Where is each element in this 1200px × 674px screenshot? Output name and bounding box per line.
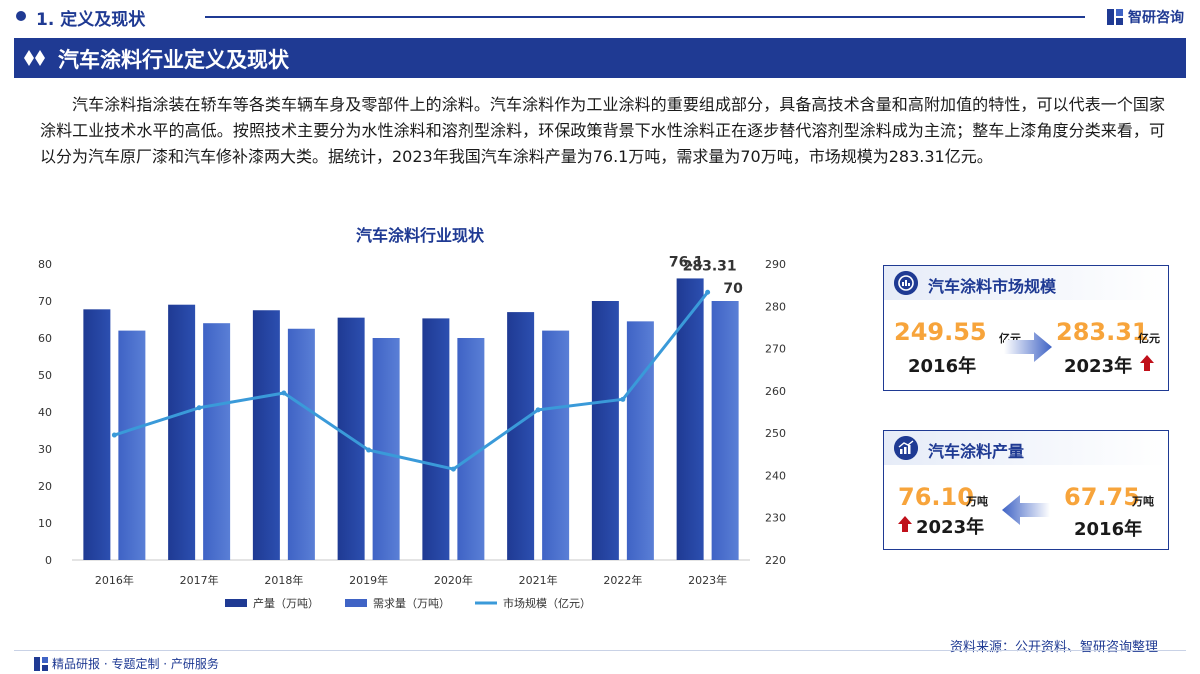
- data-source: 资料来源：公开资料、智研咨询整理: [949, 640, 1158, 655]
- y-left-tick-label: 0: [45, 554, 52, 567]
- bar-output: [422, 318, 450, 560]
- y-right-tick-label: 260: [765, 385, 786, 398]
- legend-label: 产量（万吨）: [253, 596, 319, 610]
- bar-output: [507, 312, 535, 560]
- market-card-title: 汽车涂料市场规模: [928, 277, 1057, 296]
- market-end-unit: 亿元: [1138, 332, 1160, 345]
- y-left-tick-label: 80: [38, 258, 52, 271]
- bar-output: [591, 301, 619, 560]
- x-tick-label: 2016年: [95, 573, 134, 587]
- bar-output: [252, 310, 280, 560]
- market-start-value: 249.55: [894, 318, 987, 346]
- page-title: 汽车涂料行业定义及现状: [58, 48, 289, 72]
- output-start-unit: 万吨: [1132, 495, 1154, 508]
- y-right-tick-label: 270: [765, 343, 786, 356]
- y-right-tick-label: 220: [765, 554, 786, 567]
- line-point: [366, 447, 372, 453]
- y-left-tick-label: 20: [38, 480, 52, 493]
- output-end-unit: 万吨: [966, 495, 988, 508]
- bar-demand: [372, 338, 400, 560]
- brand-logo-icon: [1107, 9, 1123, 25]
- x-tick-label: 2020年: [434, 573, 473, 587]
- bar-demand: [542, 330, 570, 560]
- arrow-left-icon: [1002, 495, 1050, 525]
- line-market-size: [113, 291, 709, 471]
- card-header: [884, 431, 1168, 465]
- industry-status-chart: 0 10 20 30 40 50 60 70 80 220 230 240 250 260 270 280 29…: [38, 254, 786, 610]
- footer-divider: [14, 650, 1186, 651]
- output-card-title: 汽车涂料产量: [928, 442, 1025, 461]
- bar-output: [168, 304, 196, 560]
- output-start-year: 2016年: [1074, 519, 1143, 540]
- line-point: [281, 390, 287, 396]
- output-card: 汽车涂料产量 76.10 万吨 2023年 67.75 万吨 2016年: [883, 430, 1169, 550]
- y-left-tick-label: 40: [38, 406, 52, 419]
- chart-title: 汽车涂料行业现状: [355, 226, 484, 245]
- legend-label: 市场规模（亿元）: [503, 596, 591, 610]
- y-right-tick-label: 290: [765, 258, 786, 271]
- y-right-tick-label: 240: [765, 469, 786, 482]
- bar-demand: [287, 328, 315, 560]
- y-left-tick-label: 30: [38, 443, 52, 456]
- brand-logo-icon: [34, 656, 48, 671]
- x-tick-label: 2018年: [264, 573, 303, 587]
- line-point: [620, 396, 626, 402]
- line-point: [196, 405, 202, 411]
- data-label: 283.31: [683, 258, 737, 274]
- bar-demand: [711, 301, 739, 560]
- section-title: 1. 定义及现状: [36, 10, 146, 30]
- legend-swatch: [225, 599, 247, 607]
- title-banner: 汽车涂料行业定义及现状: [14, 38, 1186, 78]
- up-arrow-icon: [1140, 355, 1154, 371]
- footer-tagline-group: 精品研报 · 专题定制 · 产研服务: [34, 655, 219, 672]
- intro-paragraph: 汽车涂料指涂装在轿车等各类车辆车身及零部件上的涂料。汽车涂料作为工业涂料的重要组…: [40, 95, 1165, 166]
- x-tick-label: 2022年: [603, 573, 642, 587]
- market-end-value: 283.31: [1056, 318, 1149, 346]
- y-left-tick-label: 60: [38, 332, 52, 345]
- bar-output: [83, 309, 111, 560]
- bar-output: [676, 278, 704, 560]
- bar-trend-icon: [894, 436, 918, 460]
- data-label: 70: [723, 281, 743, 297]
- x-tick-label: 2019年: [349, 573, 388, 587]
- y-left-tick-label: 50: [38, 369, 52, 382]
- diamond-icon: [24, 50, 45, 66]
- y-left-tick-label: 70: [38, 295, 52, 308]
- x-tick-label: 2021年: [519, 573, 558, 587]
- y-right-tick-label: 250: [765, 427, 786, 440]
- x-tick-label: 2023年: [688, 573, 727, 587]
- y-right-tick-label: 280: [765, 300, 786, 313]
- legend-label: 需求量（万吨）: [373, 597, 450, 610]
- coin-chart-icon: [894, 271, 918, 295]
- market-size-card: 汽车涂料市场规模 249.55 亿元 2016年 283.31 亿元 2023年: [883, 265, 1169, 391]
- x-tick-label: 2017年: [180, 573, 219, 587]
- legend-swatch: [345, 599, 367, 607]
- line-point: [111, 432, 117, 438]
- footer-tagline: 精品研报 · 专题定制 · 产研服务: [52, 657, 219, 671]
- brand-logo: 智研咨询: [1106, 6, 1184, 28]
- up-arrow-icon: [898, 516, 912, 532]
- y-left-tick-label: 10: [38, 517, 52, 530]
- bar-demand: [118, 330, 146, 560]
- output-start-value: 67.75: [1064, 483, 1140, 511]
- bar-demand: [626, 321, 654, 560]
- line-point: [450, 466, 456, 472]
- output-end-year: 2023年: [916, 517, 985, 538]
- arrow-right-icon: [1004, 332, 1052, 362]
- market-end-year: 2023年: [1064, 356, 1133, 377]
- card-header: [884, 266, 1168, 300]
- top-header: 1. 定义及现状 智研咨询: [0, 0, 1200, 34]
- header-divider: [205, 16, 1085, 18]
- market-start-year: 2016年: [908, 356, 977, 377]
- output-end-value: 76.10: [898, 483, 974, 511]
- brand-name: 智研咨询: [1128, 10, 1184, 26]
- section-bullet: [16, 11, 26, 21]
- data-label: 76.1: [669, 254, 704, 270]
- line-point: [535, 407, 541, 413]
- y-right-tick-label: 230: [765, 512, 786, 525]
- line-point: [705, 289, 711, 295]
- bar-demand: [203, 323, 231, 560]
